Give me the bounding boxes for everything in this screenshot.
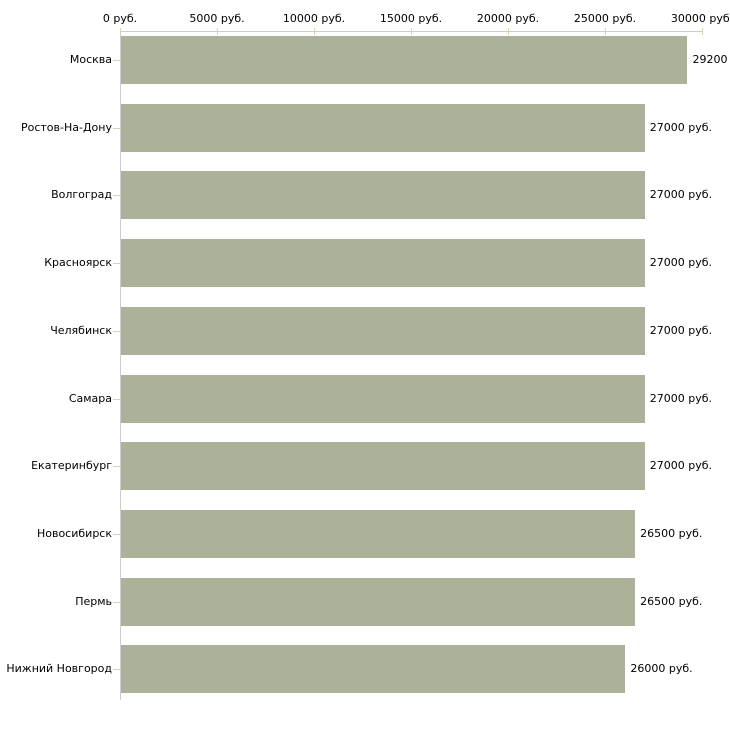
value-label: 27000 руб. — [649, 459, 713, 473]
category-label: Красноярск — [44, 256, 112, 270]
bar — [121, 509, 636, 558]
x-axis-tick-label: 5000 руб. — [189, 12, 245, 25]
x-axis-tick-mark — [411, 28, 412, 35]
value-label: 26500 руб. — [640, 526, 703, 540]
y-axis-tick-mark — [113, 330, 120, 332]
x-axis-tick-label: 10000 руб. — [282, 12, 346, 25]
x-axis-tick-mark — [314, 28, 315, 35]
bar — [121, 645, 626, 694]
category-label: Волгоград — [51, 188, 112, 202]
value-label: 29200 руб. — [692, 53, 730, 66]
x-axis-tick-mark — [508, 28, 509, 35]
category-label: Самара — [68, 391, 112, 405]
bar — [121, 306, 645, 355]
value-label: 27000 руб. — [649, 323, 713, 337]
y-axis-tick-mark — [113, 398, 120, 400]
category-label: Челябинск — [50, 323, 112, 337]
y-axis-tick-mark — [113, 60, 120, 61]
value-label: 27000 руб. — [649, 120, 713, 134]
y-axis-tick-mark — [113, 195, 120, 197]
category-label: Новосибирск — [36, 526, 112, 540]
y-axis-tick-mark — [113, 263, 120, 265]
value-label: 26500 руб. — [640, 594, 703, 608]
y-axis-line — [120, 31, 121, 700]
x-axis-tick-label: 20000 руб. — [476, 12, 540, 25]
y-axis-tick-mark — [113, 466, 120, 468]
y-axis-tick-mark — [113, 669, 120, 671]
value-label: 26000 руб. — [630, 662, 693, 676]
x-axis-tick-label: 25000 руб. — [573, 12, 637, 25]
category-label: Москва — [69, 53, 112, 66]
bar — [121, 374, 645, 423]
x-axis-tick-label: 0 руб. — [102, 12, 138, 25]
bar — [121, 442, 645, 491]
x-axis-tick-mark — [605, 28, 606, 35]
x-axis-tick-label: 15000 руб. — [379, 12, 443, 25]
y-axis-tick-mark — [113, 127, 120, 129]
bar — [121, 103, 645, 152]
bar — [121, 577, 636, 626]
value-label: 27000 руб. — [649, 188, 713, 202]
bar — [121, 239, 645, 288]
y-axis-tick-mark — [113, 601, 120, 603]
category-label: Нижний Новгород — [6, 662, 112, 676]
value-label: 27000 руб. — [649, 256, 713, 270]
bar — [121, 36, 688, 84]
x-axis-tick-mark — [120, 28, 121, 35]
category-label: Ростов-На-Дону — [20, 120, 112, 134]
x-axis-tick-mark — [217, 28, 218, 35]
y-axis-tick-mark — [113, 533, 120, 535]
bar — [121, 171, 645, 220]
value-label: 27000 руб. — [649, 391, 713, 405]
x-axis-tick-label: 30000 руб. — [670, 12, 730, 25]
x-axis-tick-mark — [702, 28, 703, 35]
category-label: Екатеринбург — [31, 459, 112, 473]
category-label: Пермь — [75, 594, 112, 608]
